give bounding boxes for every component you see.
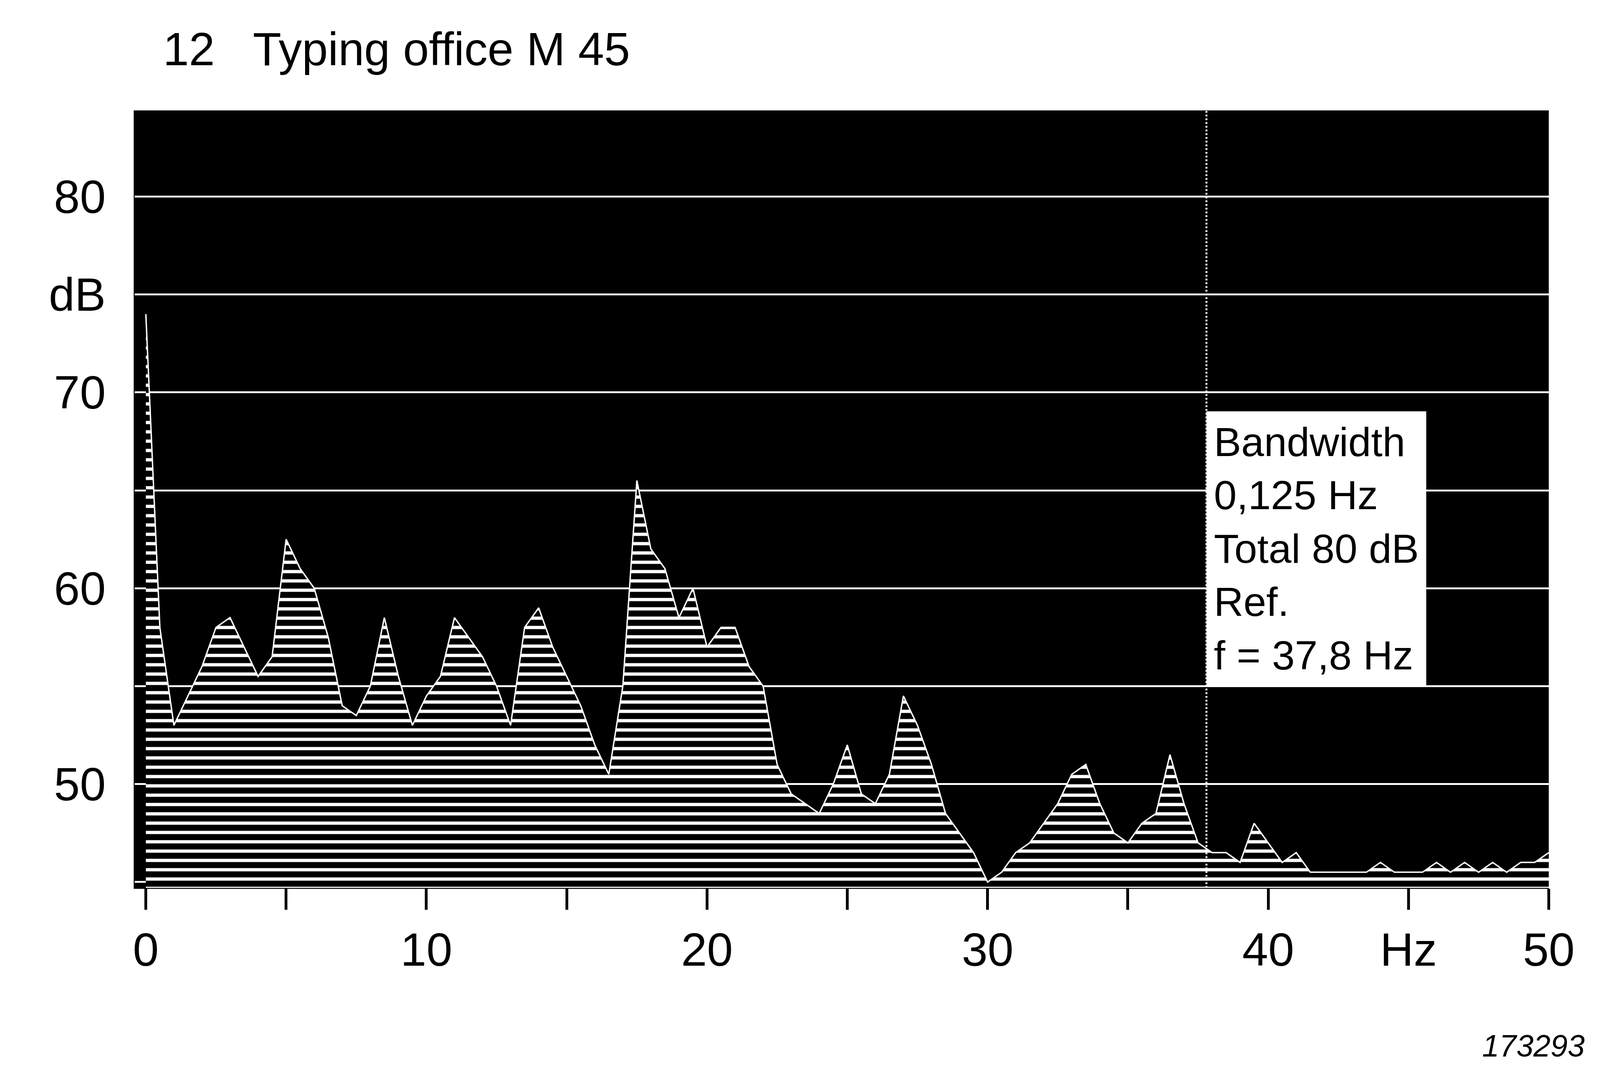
svg-text:12 Typing office M 45: 12 Typing office M 45 bbox=[163, 22, 631, 75]
svg-text:Hz: Hz bbox=[1380, 923, 1437, 976]
svg-text:80: 80 bbox=[54, 170, 106, 223]
svg-text:50: 50 bbox=[1522, 923, 1575, 976]
svg-text:60: 60 bbox=[54, 562, 106, 615]
svg-text:40: 40 bbox=[1242, 923, 1294, 976]
svg-text:Bandwidth0,125 HzTotal 80 dBRe: Bandwidth0,125 HzTotal 80 dBRef.f = 37,8… bbox=[1213, 418, 1419, 679]
svg-text:30: 30 bbox=[961, 923, 1014, 976]
svg-text:50: 50 bbox=[54, 757, 106, 811]
svg-text:dB: dB bbox=[48, 268, 106, 321]
svg-text:10: 10 bbox=[400, 923, 453, 976]
svg-text:20: 20 bbox=[680, 923, 733, 976]
svg-text:173293: 173293 bbox=[1482, 1028, 1586, 1063]
svg-text:70: 70 bbox=[54, 366, 106, 419]
svg-text:0: 0 bbox=[132, 923, 159, 976]
